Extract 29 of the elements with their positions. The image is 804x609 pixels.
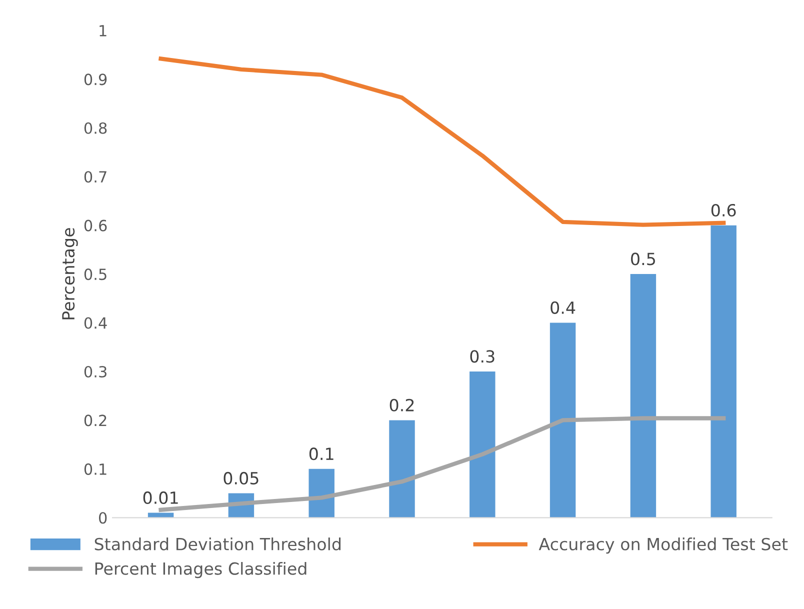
data-label: 0.3 (470, 350, 494, 363)
bar (550, 322, 576, 518)
y-tick-label: 0 (98, 512, 107, 524)
y-axis-title: Percentage (62, 228, 78, 320)
data-label: 0.2 (390, 398, 414, 412)
y-tick-label: 0.4 (84, 317, 107, 329)
bar (710, 225, 736, 518)
legend-label: Accuracy on Modified Test Set (538, 538, 788, 554)
bar (389, 420, 415, 518)
bar (470, 371, 496, 518)
legend-label: Standard Deviation Threshold (94, 538, 341, 550)
data-label: 0.5 (631, 252, 655, 266)
y-tick-label: 0.8 (84, 122, 107, 134)
data-label: 0.4 (550, 301, 576, 314)
bar (308, 468, 334, 518)
legend-label: Percent Images Classified (95, 562, 306, 578)
y-tick-label: 0.1 (84, 463, 106, 475)
y-tick-label: 0.6 (84, 220, 107, 232)
y-tick-label: 0.7 (84, 171, 106, 183)
y-tick-label: 0.9 (84, 74, 107, 86)
y-tick-label: 0.2 (84, 414, 106, 426)
data-label: 0.6 (711, 204, 736, 217)
data-label: 0.1 (309, 448, 334, 460)
data-label: 0.05 (224, 472, 258, 485)
y-tick-label: 1 (100, 25, 106, 36)
y-tick-label: 0.5 (84, 268, 106, 280)
y-tick-label: 0.3 (84, 366, 106, 378)
bar (630, 274, 656, 518)
data-label: 0.01 (143, 491, 178, 504)
